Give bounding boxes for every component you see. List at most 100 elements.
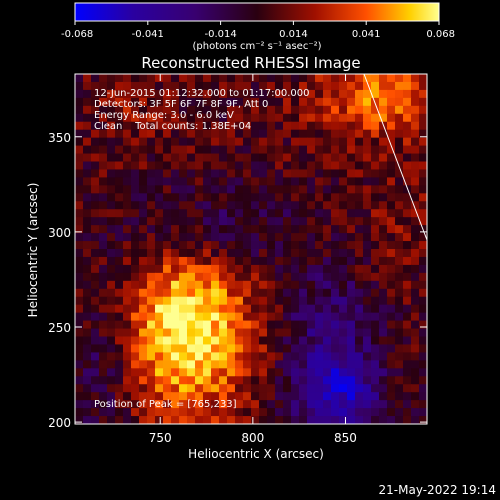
heatmap-cell	[123, 368, 132, 377]
heatmap-cell	[339, 360, 348, 369]
heatmap-cell	[419, 296, 427, 306]
heatmap-cell	[307, 408, 316, 417]
heatmap-cell	[347, 304, 356, 314]
heatmap-cell	[403, 288, 412, 298]
heatmap-cell	[91, 336, 100, 346]
heatmap-cell	[83, 368, 92, 377]
heatmap-cell	[115, 209, 124, 218]
y-tick-label: 300	[48, 226, 71, 240]
heatmap-cell	[139, 209, 148, 218]
heatmap-cell	[411, 336, 420, 346]
heatmap-cell	[107, 217, 116, 226]
heatmap-cell	[139, 193, 148, 202]
heatmap-cell	[115, 137, 124, 147]
heatmap-cell	[403, 121, 412, 131]
heatmap-cell	[83, 384, 92, 393]
heatmap-cell	[275, 129, 284, 139]
heatmap-cell	[339, 416, 348, 424]
heatmap-cell	[307, 201, 316, 210]
heatmap-cell	[227, 288, 236, 298]
heatmap-cell	[115, 280, 124, 290]
heatmap-cell	[115, 288, 124, 298]
heatmap-cell	[203, 225, 212, 234]
heatmap-cell	[235, 209, 244, 218]
heatmap-cell	[315, 161, 324, 171]
heatmap-cell	[211, 185, 220, 194]
heatmap-cell	[203, 256, 212, 266]
heatmap-cell	[123, 241, 132, 250]
heatmap-cell	[283, 97, 292, 107]
heatmap-cell	[403, 74, 412, 83]
heatmap-cell	[379, 320, 388, 330]
heatmap-cell	[115, 233, 124, 242]
heatmap-cell	[403, 137, 412, 147]
heatmap-cell	[299, 256, 308, 266]
heatmap-cell	[123, 408, 132, 417]
heatmap-cell	[179, 272, 188, 282]
heatmap-cell	[299, 416, 308, 424]
heatmap-cell	[259, 121, 268, 131]
heatmap-cell	[363, 233, 372, 242]
heatmap-cell	[243, 249, 252, 258]
heatmap-cell	[187, 169, 196, 178]
heatmap-cell	[219, 161, 228, 171]
heatmap-cell	[251, 264, 260, 274]
heatmap-cell	[307, 225, 316, 234]
heatmap-cell	[203, 304, 212, 314]
heatmap-cell	[411, 74, 420, 83]
heatmap-cell	[419, 384, 427, 393]
heatmap-cell	[267, 113, 276, 123]
heatmap-cell	[115, 241, 124, 250]
heatmap-cell	[283, 400, 292, 409]
heatmap-cell	[307, 209, 316, 218]
heatmap-cell	[283, 129, 292, 139]
heatmap-cell	[219, 81, 228, 91]
heatmap-cell	[139, 408, 148, 417]
heatmap-cell	[275, 296, 284, 306]
heatmap-cell	[203, 336, 212, 346]
heatmap-cell	[75, 177, 84, 186]
heatmap-cell	[147, 169, 156, 178]
heatmap-cell	[419, 288, 427, 298]
heatmap-cell	[83, 161, 92, 171]
heatmap-cell	[123, 129, 132, 139]
heatmap-cell	[179, 74, 188, 83]
heatmap-cell	[139, 320, 148, 330]
heatmap-cell	[115, 320, 124, 330]
heatmap-cell	[387, 121, 396, 131]
heatmap-cell	[299, 81, 308, 91]
heatmap-cell	[323, 185, 332, 194]
heatmap-cell	[411, 233, 420, 242]
heatmap-cell	[299, 137, 308, 147]
heatmap-cell	[355, 209, 364, 218]
heatmap-cell	[195, 81, 204, 91]
heatmap-cell	[243, 360, 252, 369]
heatmap-cell	[163, 74, 172, 83]
heatmap-cell	[299, 272, 308, 282]
heatmap-cell	[395, 328, 404, 338]
heatmap-cell	[275, 217, 284, 226]
heatmap-cell	[331, 320, 340, 330]
heatmap-cell	[387, 89, 396, 99]
heatmap-cell	[251, 81, 260, 91]
heatmap-cell	[211, 177, 220, 186]
heatmap-cell	[203, 312, 212, 322]
heatmap-cell	[275, 153, 284, 163]
heatmap-cell	[83, 89, 92, 99]
heatmap-cell	[99, 113, 108, 123]
heatmap-cell	[267, 145, 276, 155]
heatmap-cell	[227, 193, 236, 202]
heatmap-cell	[227, 97, 236, 107]
heatmap-cell	[235, 384, 244, 393]
heatmap-cell	[395, 201, 404, 210]
heatmap-cell	[395, 344, 404, 353]
heatmap-cell	[115, 193, 124, 202]
heatmap-cell	[259, 105, 268, 115]
heatmap-cell	[99, 352, 108, 361]
heatmap-cell	[115, 336, 124, 346]
heatmap-cell	[75, 360, 84, 369]
heatmap-cell	[139, 376, 148, 385]
heatmap-cell	[107, 113, 116, 123]
heatmap-cell	[331, 185, 340, 194]
heatmap-cell	[419, 161, 427, 171]
